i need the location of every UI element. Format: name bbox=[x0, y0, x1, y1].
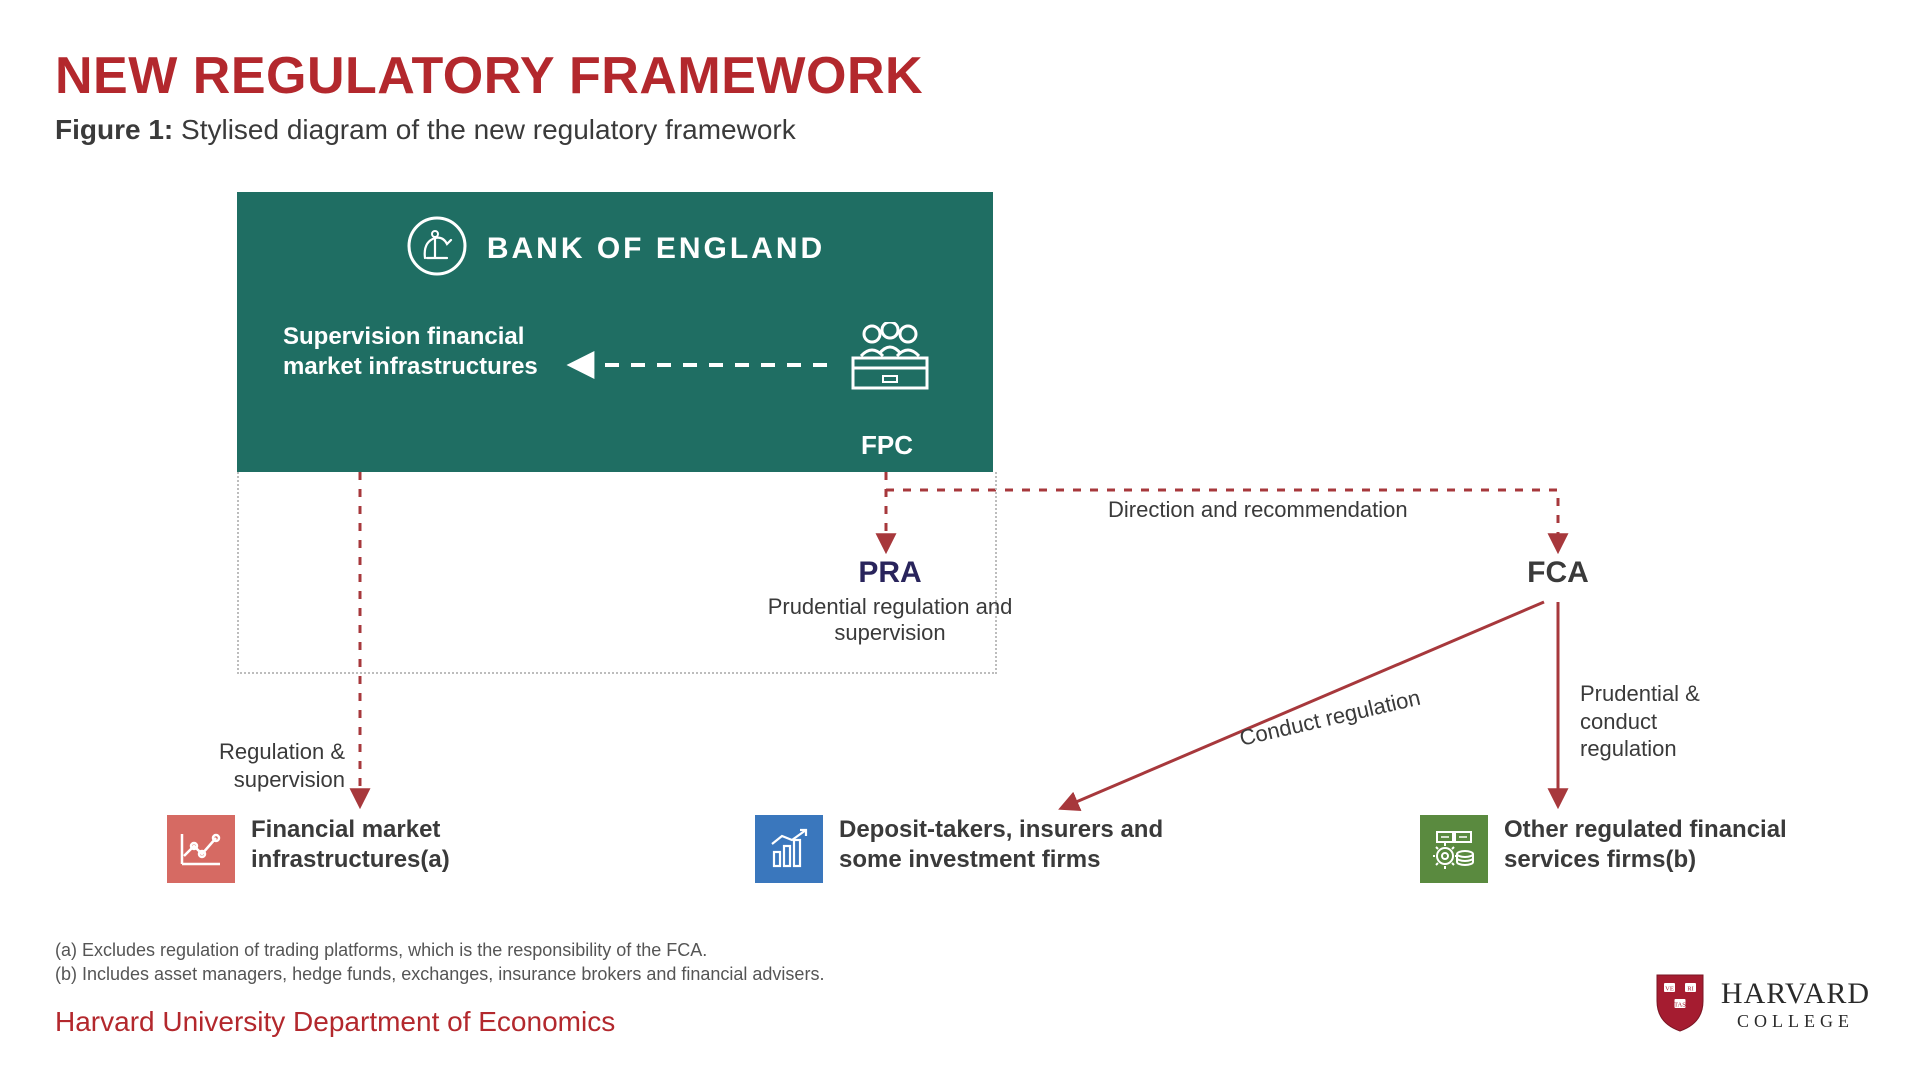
harvard-badge: VE RI TAS HARVARD COLLEGE bbox=[1653, 971, 1870, 1038]
edge-fca-deposit bbox=[1062, 602, 1544, 808]
svg-text:VE: VE bbox=[1665, 986, 1674, 993]
entity-deposit-label: Deposit-takers, insurers and some invest… bbox=[839, 815, 1215, 875]
figure-caption: Figure 1: Stylised diagram of the new re… bbox=[55, 114, 796, 146]
page-title: NEW REGULATORY FRAMEWORK bbox=[55, 46, 923, 106]
harvard-shield-icon: VE RI TAS bbox=[1653, 971, 1707, 1038]
harvard-line2: COLLEGE bbox=[1721, 1011, 1870, 1032]
boe-logo-icon bbox=[405, 214, 469, 286]
boe-supervision-text: Supervision financial market infrastruct… bbox=[283, 322, 543, 382]
boe-panel: BANK OF ENGLAND Supervision financial ma… bbox=[237, 192, 993, 472]
pra-title: PRA bbox=[780, 556, 1000, 590]
regulation-supervision-label: Regulation & supervision bbox=[205, 738, 345, 793]
fca-title: FCA bbox=[1498, 556, 1618, 590]
entity-other-label: Other regulated financial services firms… bbox=[1504, 815, 1870, 875]
direction-recommendation-label: Direction and recommendation bbox=[1108, 497, 1408, 523]
entity-other: Other regulated financial services firms… bbox=[1420, 815, 1870, 883]
figure-prefix: Figure 1: bbox=[55, 114, 181, 145]
entity-fmi: Financial market infrastructures(a) bbox=[167, 815, 587, 883]
harvard-line1: HARVARD bbox=[1721, 977, 1870, 1011]
harvard-text: HARVARD COLLEGE bbox=[1721, 977, 1870, 1032]
services-icon bbox=[1420, 815, 1488, 883]
fpc-label: FPC bbox=[827, 430, 947, 461]
department-line: Harvard University Department of Economi… bbox=[55, 1006, 615, 1038]
bar-chart-icon bbox=[755, 815, 823, 883]
entity-fmi-label: Financial market infrastructures(a) bbox=[251, 815, 587, 875]
conduct-regulation-label: Conduct regulation bbox=[1237, 685, 1423, 752]
svg-text:TAS: TAS bbox=[1674, 1002, 1686, 1009]
prudential-conduct-label: Prudential & conduct regulation bbox=[1580, 680, 1740, 763]
committee-icon bbox=[845, 322, 935, 403]
svg-text:RI: RI bbox=[1687, 986, 1694, 993]
figure-caption-text: Stylised diagram of the new regulatory f… bbox=[181, 114, 796, 145]
chart-line-icon bbox=[167, 815, 235, 883]
footnotes: (a) Excludes regulation of trading platf… bbox=[55, 938, 824, 987]
entity-deposit: Deposit-takers, insurers and some invest… bbox=[755, 815, 1215, 883]
footnote-a: (a) Excludes regulation of trading platf… bbox=[55, 938, 824, 962]
boe-header-text: BANK OF ENGLAND bbox=[487, 232, 825, 265]
pra-subtitle: Prudential regulation and supervision bbox=[750, 594, 1030, 647]
footnote-b: (b) Includes asset managers, hedge funds… bbox=[55, 962, 824, 986]
page: NEW REGULATORY FRAMEWORK Figure 1: Styli… bbox=[0, 0, 1920, 1080]
boe-header: BANK OF ENGLAND bbox=[237, 214, 993, 286]
